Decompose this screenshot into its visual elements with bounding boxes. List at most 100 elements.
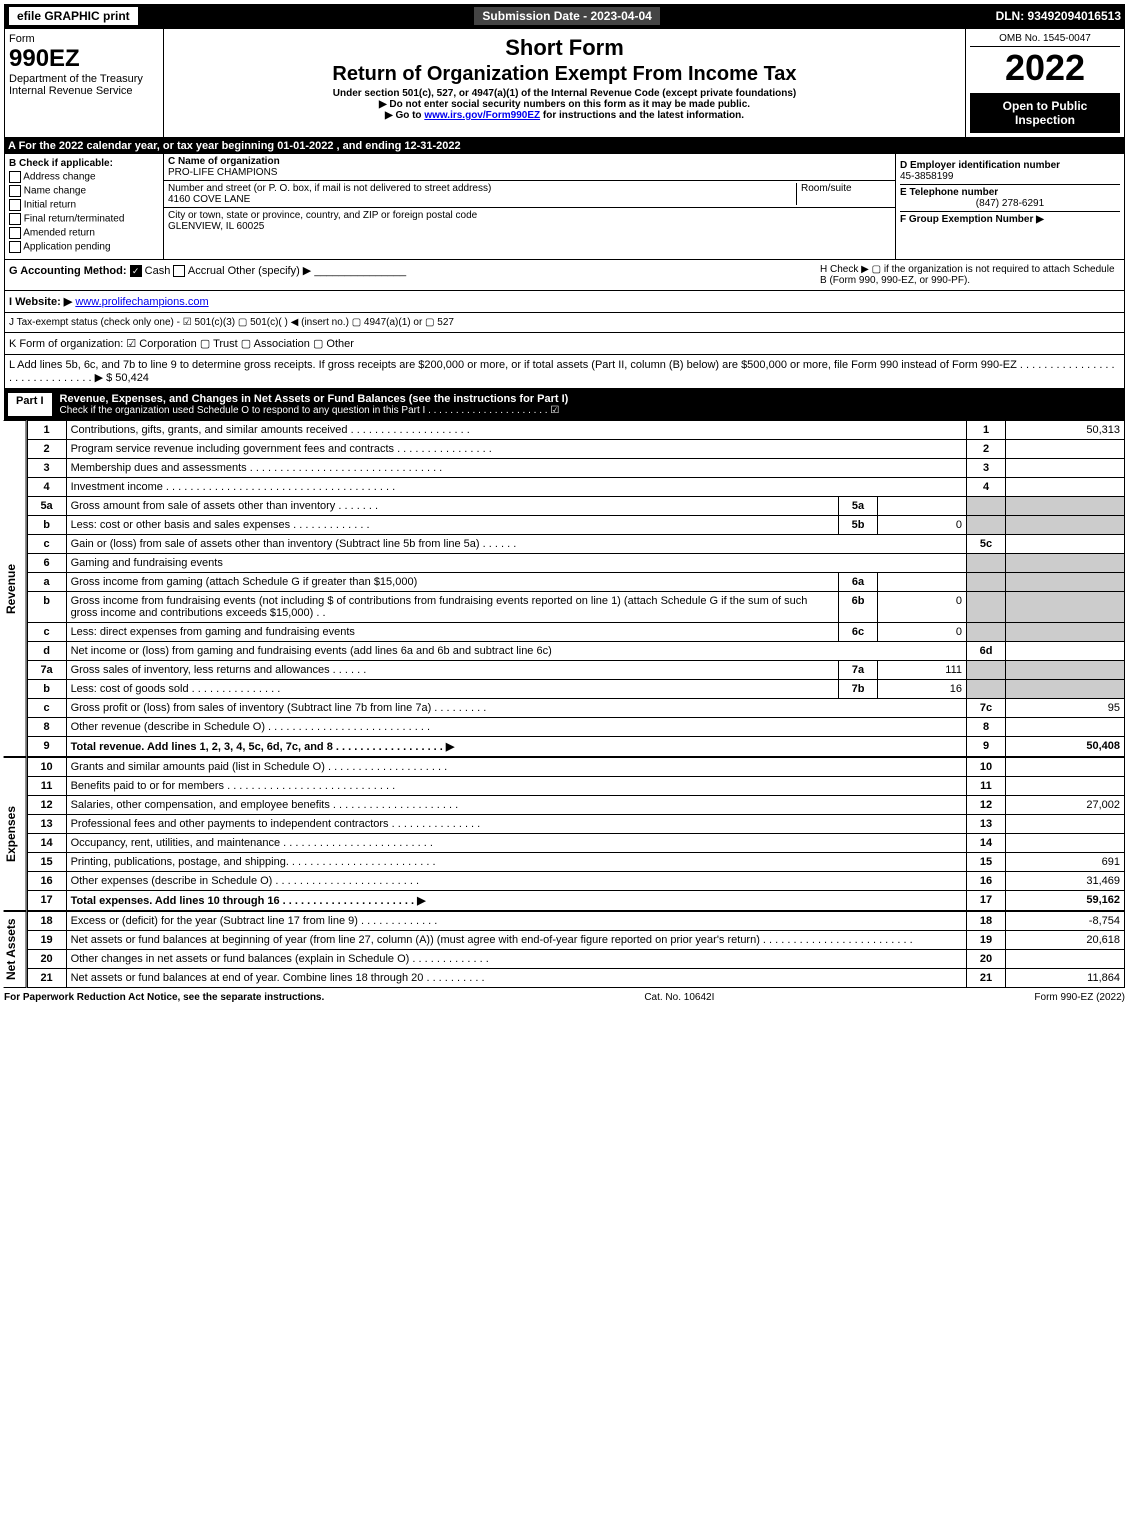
row-7c: cGross profit or (loss) from sales of in…	[27, 699, 1124, 718]
chk-address-change[interactable]: Address change	[9, 171, 159, 183]
city-label: City or town, state or province, country…	[168, 210, 891, 221]
row-14: 14Occupancy, rent, utilities, and mainte…	[27, 834, 1124, 853]
phone-value: (847) 278-6291	[900, 198, 1120, 209]
efile-print-label[interactable]: efile GRAPHIC print	[8, 6, 139, 26]
part-i-header: Part I Revenue, Expenses, and Changes in…	[4, 389, 1125, 420]
section-b-checkboxes: B Check if applicable: Address change Na…	[5, 154, 164, 259]
row-18: 18Excess or (deficit) for the year (Subt…	[27, 912, 1124, 931]
chk-final-return[interactable]: Final return/terminated	[9, 213, 159, 225]
instructions-link[interactable]: www.irs.gov/Form990EZ	[424, 110, 540, 121]
expenses-block: Expenses 10Grants and similar amounts pa…	[4, 757, 1125, 911]
part-i-label: Part I	[8, 393, 52, 416]
row-7b: bLess: cost of goods sold . . . . . . . …	[27, 680, 1124, 699]
row-6b: bGross income from fundraising events (n…	[27, 592, 1124, 623]
subtitle-1: Under section 501(c), 527, or 4947(a)(1)…	[168, 88, 961, 99]
f-label: F Group Exemption Number ▶	[900, 214, 1120, 225]
org-name: PRO-LIFE CHAMPIONS	[168, 167, 891, 178]
room-label: Room/suite	[796, 183, 891, 205]
line-k: K Form of organization: ☑ Corporation ▢ …	[4, 333, 1125, 355]
public-inspection-badge: Open to Public Inspection	[970, 93, 1120, 133]
row-1: 1Contributions, gifts, grants, and simil…	[27, 421, 1124, 440]
row-13: 13Professional fees and other payments t…	[27, 815, 1124, 834]
line-g: G Accounting Method: ✓ Cash Accrual Othe…	[9, 264, 406, 286]
form-number: 990EZ	[9, 45, 159, 73]
title-short-form: Short Form	[168, 35, 961, 61]
line-g-h: G Accounting Method: ✓ Cash Accrual Othe…	[4, 260, 1125, 291]
section-b-label: B Check if applicable:	[9, 158, 159, 169]
subtitle-3: ▶ Go to www.irs.gov/Form990EZ for instru…	[168, 110, 961, 121]
chk-amended-return[interactable]: Amended return	[9, 227, 159, 239]
section-def: D Employer identification number 45-3858…	[896, 154, 1124, 259]
line-i: I Website: ▶ www.prolifechampions.com	[4, 291, 1125, 313]
omb-number: OMB No. 1545-0047	[970, 33, 1120, 47]
row-10: 10Grants and similar amounts paid (list …	[27, 758, 1124, 777]
footer-left: For Paperwork Reduction Act Notice, see …	[4, 992, 324, 1003]
title-return: Return of Organization Exempt From Incom…	[168, 63, 961, 86]
side-label-revenue: Revenue	[4, 420, 27, 757]
row-21: 21Net assets or fund balances at end of …	[27, 969, 1124, 988]
e-label: E Telephone number	[900, 187, 1120, 198]
line-l: L Add lines 5b, 6c, and 7b to line 9 to …	[4, 355, 1125, 389]
form-title-block: Short Form Return of Organization Exempt…	[164, 29, 966, 137]
website-link[interactable]: www.prolifechampions.com	[75, 296, 208, 308]
row-6c: cLess: direct expenses from gaming and f…	[27, 623, 1124, 642]
line-l-amount: $ 50,424	[106, 372, 149, 384]
row-5a: 5aGross amount from sale of assets other…	[27, 497, 1124, 516]
row-6a: aGross income from gaming (attach Schedu…	[27, 573, 1124, 592]
d-label: D Employer identification number	[900, 160, 1120, 171]
dln-label: DLN: 93492094016513	[996, 9, 1121, 23]
chk-cash[interactable]: ✓	[130, 265, 142, 277]
subtitle-2: ▶ Do not enter social security numbers o…	[168, 99, 961, 110]
revenue-block: Revenue 1Contributions, gifts, grants, a…	[4, 420, 1125, 757]
form-year-block: OMB No. 1545-0047 2022 Open to Public In…	[966, 29, 1124, 137]
row-6: 6Gaming and fundraising events	[27, 554, 1124, 573]
chk-initial-return[interactable]: Initial return	[9, 199, 159, 211]
row-9: 9Total revenue. Add lines 1, 2, 3, 4, 5c…	[27, 737, 1124, 757]
org-city: GLENVIEW, IL 60025	[168, 221, 891, 232]
form-header: Form 990EZ Department of the Treasury In…	[4, 28, 1125, 138]
chk-application-pending[interactable]: Application pending	[9, 241, 159, 253]
irs-label: Internal Revenue Service	[9, 85, 159, 97]
row-5c: cGain or (loss) from sale of assets othe…	[27, 535, 1124, 554]
row-2: 2Program service revenue including gover…	[27, 440, 1124, 459]
top-bar: efile GRAPHIC print Submission Date - 20…	[4, 4, 1125, 28]
row-11: 11Benefits paid to or for members . . . …	[27, 777, 1124, 796]
net-assets-block: Net Assets 18Excess or (deficit) for the…	[4, 911, 1125, 988]
row-6d: dNet income or (loss) from gaming and fu…	[27, 642, 1124, 661]
line-h: H Check ▶ ▢ if the organization is not r…	[820, 264, 1120, 286]
header-info-block: B Check if applicable: Address change Na…	[4, 154, 1125, 260]
line-j: J Tax-exempt status (check only one) - ☑…	[4, 313, 1125, 333]
tax-year: 2022	[970, 47, 1120, 89]
chk-name-change[interactable]: Name change	[9, 185, 159, 197]
net-assets-table: 18Excess or (deficit) for the year (Subt…	[27, 911, 1125, 988]
c-label: C Name of organization	[168, 156, 891, 167]
row-8: 8Other revenue (describe in Schedule O) …	[27, 718, 1124, 737]
part-i-title: Revenue, Expenses, and Changes in Net As…	[60, 393, 1121, 405]
row-17: 17Total expenses. Add lines 10 through 1…	[27, 891, 1124, 911]
side-label-expenses: Expenses	[4, 757, 27, 911]
row-4: 4Investment income . . . . . . . . . . .…	[27, 478, 1124, 497]
addr-label: Number and street (or P. O. box, if mail…	[168, 183, 796, 194]
row-15: 15Printing, publications, postage, and s…	[27, 853, 1124, 872]
row-16: 16Other expenses (describe in Schedule O…	[27, 872, 1124, 891]
row-3: 3Membership dues and assessments . . . .…	[27, 459, 1124, 478]
footer-cat-no: Cat. No. 10642I	[644, 992, 714, 1003]
form-word: Form	[9, 33, 159, 45]
section-c-name-address: C Name of organization PRO-LIFE CHAMPION…	[164, 154, 896, 259]
chk-accrual[interactable]	[173, 265, 185, 277]
expenses-table: 10Grants and similar amounts paid (list …	[27, 757, 1125, 911]
side-label-net-assets: Net Assets	[4, 911, 27, 988]
row-7a: 7aGross sales of inventory, less returns…	[27, 661, 1124, 680]
ein-value: 45-3858199	[900, 171, 1120, 182]
form-id-block: Form 990EZ Department of the Treasury In…	[5, 29, 164, 137]
row-20: 20Other changes in net assets or fund ba…	[27, 950, 1124, 969]
submission-date: Submission Date - 2023-04-04	[474, 7, 659, 25]
dept-label: Department of the Treasury	[9, 73, 159, 85]
row-19: 19Net assets or fund balances at beginni…	[27, 931, 1124, 950]
page-footer: For Paperwork Reduction Act Notice, see …	[4, 988, 1125, 1007]
footer-form-ref: Form 990-EZ (2022)	[1034, 992, 1125, 1003]
revenue-table: 1Contributions, gifts, grants, and simil…	[27, 420, 1125, 757]
org-street: 4160 COVE LANE	[168, 194, 796, 205]
row-12: 12Salaries, other compensation, and empl…	[27, 796, 1124, 815]
line-a-calendar-year: A For the 2022 calendar year, or tax yea…	[4, 138, 1125, 154]
